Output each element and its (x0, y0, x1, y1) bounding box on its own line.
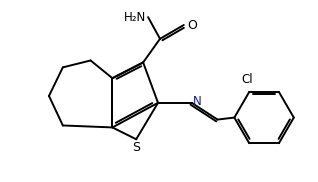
Text: O: O (187, 19, 197, 31)
Text: H₂N: H₂N (124, 11, 146, 24)
Text: S: S (132, 141, 140, 154)
Text: N: N (193, 95, 202, 108)
Text: Cl: Cl (241, 73, 253, 86)
